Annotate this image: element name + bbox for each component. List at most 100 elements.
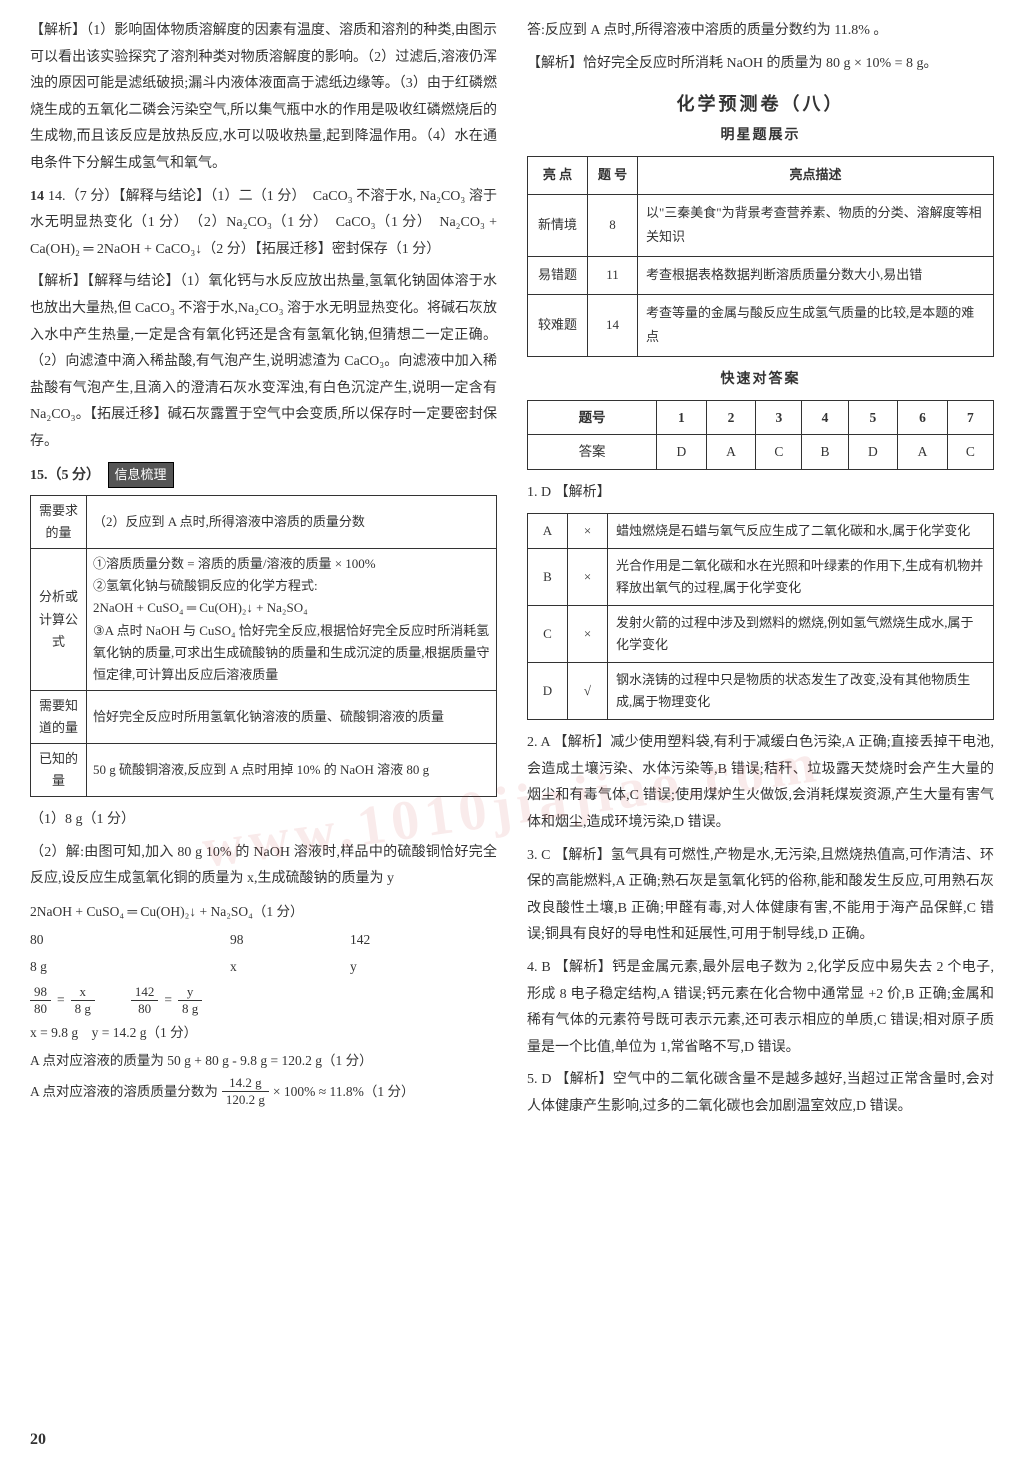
q15-head: 15.（5 分） 信息梳理 bbox=[30, 462, 497, 490]
analysis-13: 【解析】（1）影响固体物质溶解度的因素有温度、溶质和溶剂的种类,由图示可以看出该… bbox=[30, 18, 497, 178]
cell-label: 已知的量 bbox=[31, 744, 87, 797]
stoich-row-1: 80 98 142 bbox=[30, 927, 497, 953]
cell: D bbox=[848, 435, 898, 470]
cell: √ bbox=[568, 663, 608, 720]
equals: = bbox=[57, 987, 65, 1013]
q14-analysis: 【解析】【解释与结论】（1）氧化钙与水反应放出热量,氢氧化钠固体溶于水也放出大量… bbox=[30, 269, 497, 455]
formula-2: ②氢氧化钠与硫酸铜反应的化学方程式: bbox=[93, 575, 490, 597]
cell: 8 bbox=[588, 194, 638, 256]
table-row: B × 光合作用是二氧化碳和水在光照和叶绿素的作用下,生成有机物并释放出氧气的过… bbox=[528, 548, 994, 605]
cell: B bbox=[528, 548, 568, 605]
equals: = bbox=[164, 987, 172, 1013]
table-row: C × 发射火箭的过程中涉及到燃料的燃烧,例如氢气燃烧生成水,属于化学变化 bbox=[528, 605, 994, 662]
cell: × bbox=[568, 548, 608, 605]
analysis-text: 【解析】恰好完全反应时所消耗 NaOH 的质量为 80 g × 10% = 8 … bbox=[527, 51, 994, 78]
th: 4 bbox=[802, 400, 848, 435]
th: 题号 bbox=[528, 400, 657, 435]
th: 2 bbox=[706, 400, 756, 435]
cell: 易错题 bbox=[528, 257, 588, 295]
table-row: 新情境 8 以"三秦美食"为背景考查营养素、物质的分类、溶解度等相关知识 bbox=[528, 194, 994, 256]
val: y bbox=[350, 954, 357, 980]
table-row: A × 蜡烛燃烧是石蜡与氧气反应生成了二氧化碳和水,属于化学变化 bbox=[528, 513, 994, 548]
cell-value: 50 g 硫酸铜溶液,反应到 A 点时用掉 10% 的 NaOH 溶液 80 g bbox=[87, 744, 497, 797]
val: 98 bbox=[230, 927, 290, 953]
cell: 考查等量的金属与酸反应生成氢气质量的比较,是本题的难点 bbox=[638, 294, 994, 356]
paper-title: 化学预测卷（八） bbox=[527, 87, 994, 121]
formula-3: 2NaOH + CuSO₄ ═ Cu(OH)₂↓ + Na₂SO₄ bbox=[93, 597, 490, 619]
e4: 4. B 【解析】钙是金属元素,最外层电子数为 2,化学反应中易失去 2 个电子… bbox=[527, 955, 994, 1061]
table-row: 较难题 14 考查等量的金属与酸反应生成氢气质量的比较,是本题的难点 bbox=[528, 294, 994, 356]
val: 142 bbox=[350, 927, 370, 953]
table-row: 题号 1 2 3 4 5 6 7 bbox=[528, 400, 994, 435]
e1-head: 1. D 【解析】 bbox=[527, 480, 994, 507]
equation-1: 2NaOH + CuSO₄ ═ Cu(OH)₂↓ + Na₂SO₄（1 分） bbox=[30, 899, 497, 925]
cell: D bbox=[657, 435, 707, 470]
cell: × bbox=[568, 513, 608, 548]
th: 5 bbox=[848, 400, 898, 435]
cell: C bbox=[528, 605, 568, 662]
cell: 蜡烛燃烧是石蜡与氧气反应生成了二氧化碳和水,属于化学变化 bbox=[608, 513, 994, 548]
cell: × bbox=[568, 605, 608, 662]
cell-value: （2）反应到 A 点时,所得溶液中溶质的质量分数 bbox=[87, 496, 497, 549]
table-row: 易错题 11 考查根据表格数据判断溶质质量分数大小,易出错 bbox=[528, 257, 994, 295]
cell: 14 bbox=[588, 294, 638, 356]
sol-3: x = 9.8 g y = 14.2 g（1 分） bbox=[30, 1020, 497, 1046]
info-tag: 信息梳理 bbox=[108, 462, 174, 489]
cell: C bbox=[947, 435, 993, 470]
table-header-row: 亮 点 题 号 亮点描述 bbox=[528, 156, 994, 194]
q14-answer: 1414.（7 分）【解释与结论】（1）二（1 分） CaCO₃ 不溶于水, N… bbox=[30, 184, 497, 264]
cell-value: ①溶质质量分数 = 溶质的质量/溶液的质量 × 100% ②氢氧化钠与硫酸铜反应… bbox=[87, 549, 497, 691]
explain-table: A × 蜡烛燃烧是石蜡与氧气反应生成了二氧化碳和水,属于化学变化 B × 光合作… bbox=[527, 513, 994, 721]
sol-5a: A 点对应溶液的溶质质量分数为 bbox=[30, 1079, 218, 1105]
th: 题 号 bbox=[588, 156, 638, 194]
table-row: 需要知道的量 恰好完全反应时所用氢氧化钠溶液的质量、硫酸铜溶液的质量 bbox=[31, 690, 497, 743]
cell: B bbox=[802, 435, 848, 470]
star-heading: 明星题展示 bbox=[527, 123, 994, 150]
cell: 钢水浇铸的过程中只是物质的状态发生了改变,没有其他物质生成,属于物理变化 bbox=[608, 663, 994, 720]
table-row: 答案 D A C B D A C bbox=[528, 435, 994, 470]
frac-2: x8 g bbox=[71, 984, 95, 1016]
cell-label: 分析或计算公式 bbox=[31, 549, 87, 691]
cell: A bbox=[898, 435, 948, 470]
answers-table: 题号 1 2 3 4 5 6 7 答案 D A C B D A C bbox=[527, 400, 994, 470]
sol-5b: × 100% ≈ 11.8%（1 分） bbox=[273, 1079, 415, 1105]
e2: 2. A 【解析】减少使用塑料袋,有利于减缓白色污染,A 正确;直接丢掉干电池,… bbox=[527, 730, 994, 836]
proportion-row: 9880 = x8 g 14280 = y8 g bbox=[30, 984, 497, 1016]
quick-answers-heading: 快速对答案 bbox=[527, 367, 994, 394]
frac-3: 14280 bbox=[131, 984, 159, 1016]
cell-label: 需要求的量 bbox=[31, 496, 87, 549]
formula-1: ①溶质质量分数 = 溶质的质量/溶液的质量 × 100% bbox=[93, 553, 490, 575]
e5: 5. D 【解析】空气中的二氧化碳含量不是越多越好,当超过正常含量时,会对人体健… bbox=[527, 1067, 994, 1120]
cell: 新情境 bbox=[528, 194, 588, 256]
frac-4: y8 g bbox=[178, 984, 202, 1016]
cell: 答案 bbox=[528, 435, 657, 470]
left-column: 【解析】（1）影响固体物质溶解度的因素有温度、溶质和溶剂的种类,由图示可以看出该… bbox=[30, 18, 497, 1455]
sol-2: （2）解:由图可知,加入 80 g 10% 的 NaOH 溶液时,样品中的硫酸铜… bbox=[30, 840, 497, 893]
e3: 3. C 【解析】氢气具有可燃性,产物是水,无污染,且燃烧热值高,可作清洁、环保… bbox=[527, 843, 994, 949]
th: 1 bbox=[657, 400, 707, 435]
cell: 发射火箭的过程中涉及到燃料的燃烧,例如氢气燃烧生成水,属于化学变化 bbox=[608, 605, 994, 662]
star-table: 亮 点 题 号 亮点描述 新情境 8 以"三秦美食"为背景考查营养素、物质的分类… bbox=[527, 156, 994, 357]
table-row: 已知的量 50 g 硫酸铜溶液,反应到 A 点时用掉 10% 的 NaOH 溶液… bbox=[31, 744, 497, 797]
th: 亮 点 bbox=[528, 156, 588, 194]
table-row: 需要求的量 （2）反应到 A 点时,所得溶液中溶质的质量分数 bbox=[31, 496, 497, 549]
th: 7 bbox=[947, 400, 993, 435]
q15-table: 需要求的量 （2）反应到 A 点时,所得溶液中溶质的质量分数 分析或计算公式 ①… bbox=[30, 495, 497, 797]
cell: 考查根据表格数据判断溶质质量分数大小,易出错 bbox=[638, 257, 994, 295]
cell: D bbox=[528, 663, 568, 720]
cell: C bbox=[756, 435, 802, 470]
stoich-row-2: 8 g x y bbox=[30, 954, 497, 980]
formula-4: ③A 点时 NaOH 与 CuSO₄ 恰好完全反应,根据恰好完全反应时所消耗氢氧… bbox=[93, 620, 490, 686]
q14-number: 14 bbox=[30, 189, 44, 204]
cell: 光合作用是二氧化碳和水在光照和叶绿素的作用下,生成有机物并释放出氧气的过程,属于… bbox=[608, 548, 994, 605]
th: 6 bbox=[898, 400, 948, 435]
right-column: 答:反应到 A 点时,所得溶液中溶质的质量分数约为 11.8% 。 【解析】恰好… bbox=[527, 18, 994, 1455]
cell: 11 bbox=[588, 257, 638, 295]
cell: 较难题 bbox=[528, 294, 588, 356]
cell: A bbox=[706, 435, 756, 470]
page-number: 20 bbox=[30, 1425, 46, 1455]
q14-a-text: 14.（7 分）【解释与结论】（1）二（1 分） CaCO₃ 不溶于水, Na₂… bbox=[30, 189, 497, 257]
table-row: D √ 钢水浇铸的过程中只是物质的状态发生了改变,没有其他物质生成,属于物理变化 bbox=[528, 663, 994, 720]
frac-1: 9880 bbox=[30, 984, 51, 1016]
val: x bbox=[230, 954, 290, 980]
